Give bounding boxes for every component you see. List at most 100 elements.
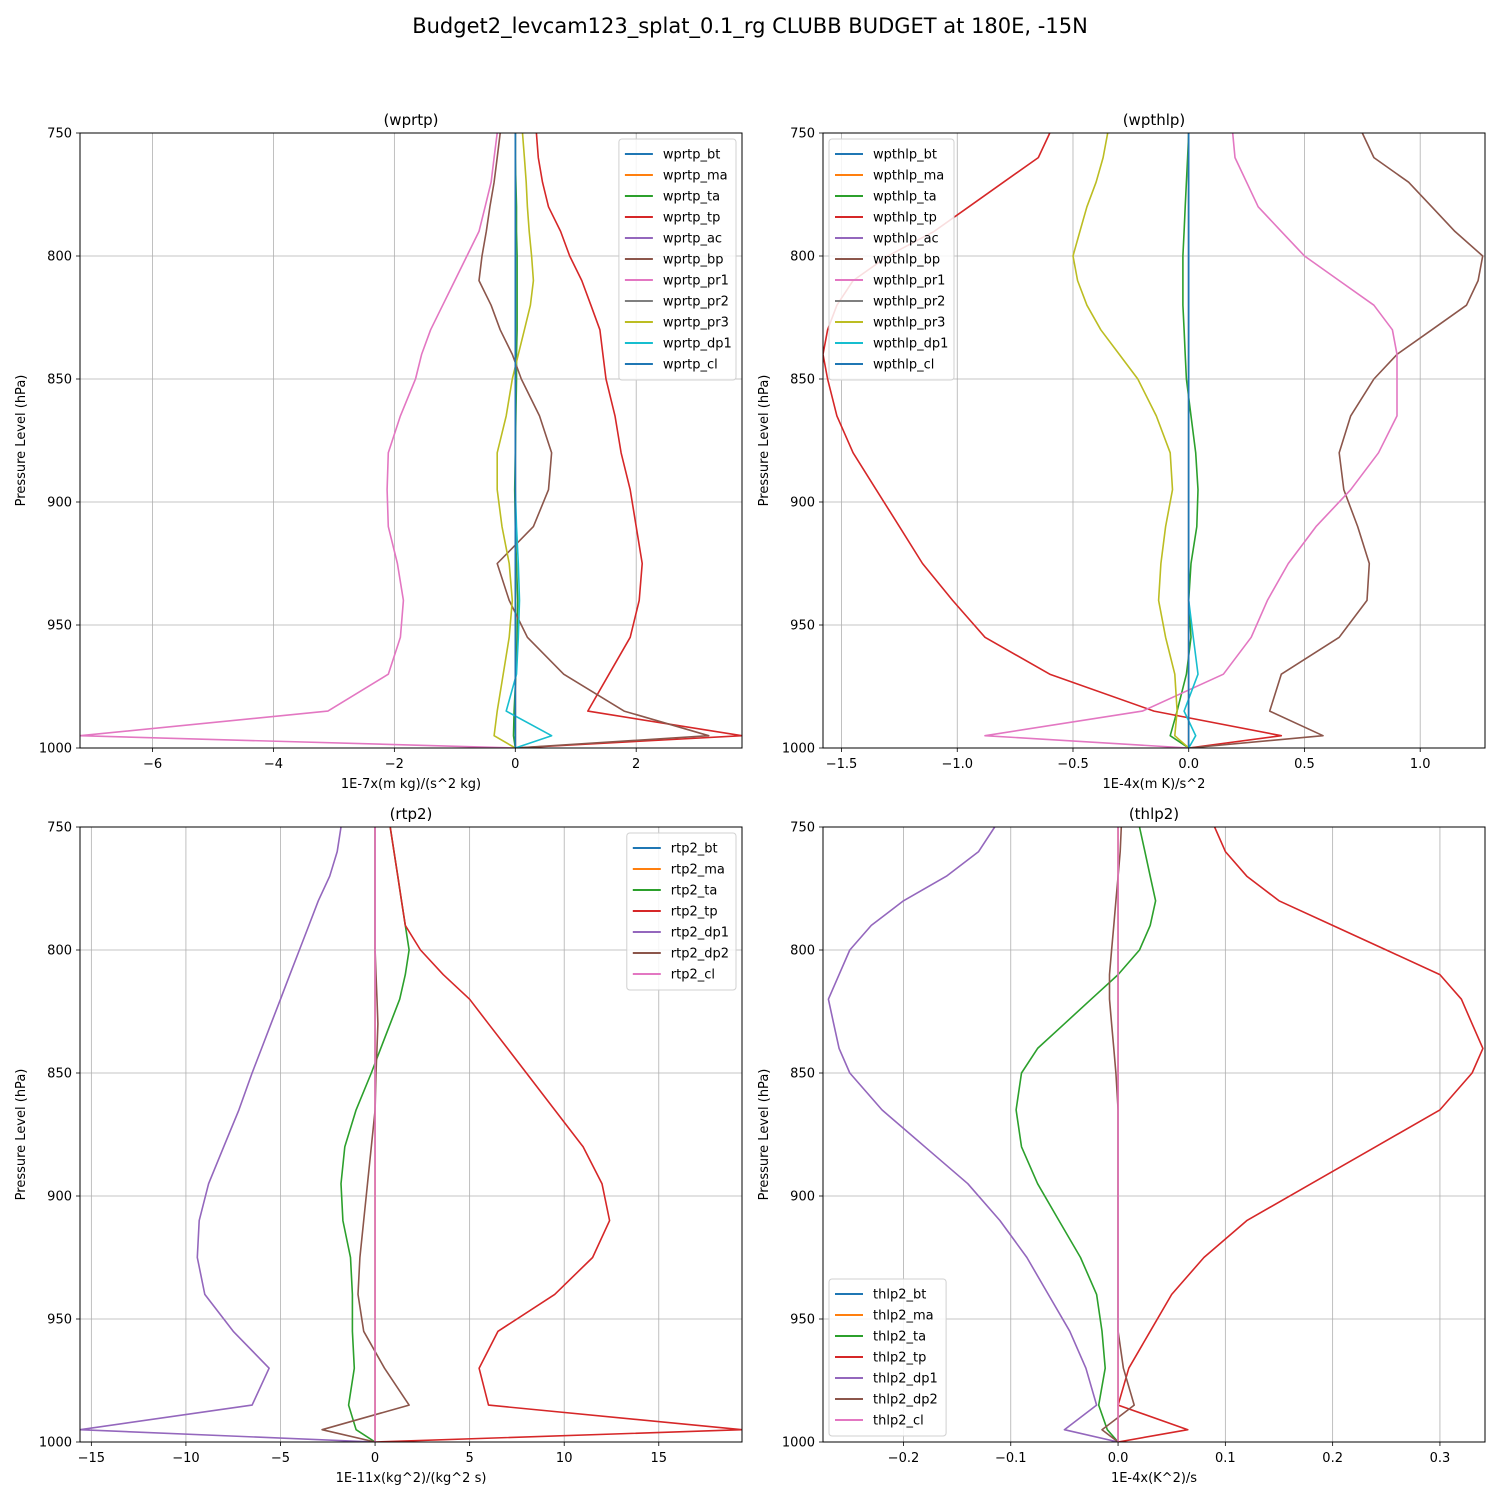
series-line-wpthlp_pr3 [1072, 133, 1190, 748]
series-line-wprtp_bp [478, 133, 710, 748]
x-tick-label: 15 [651, 1451, 668, 1466]
legend-label-wpthlp_cl: wpthlp_cl [873, 358, 934, 373]
x-tick-label: 0 [371, 1451, 379, 1466]
subplot-thlp2: −0.2 −0.1 0.0 0.1 0.2 0.3 750 800 850 900 950 1000 (… [757, 805, 1486, 1486]
y-tick-label: 950 [47, 1313, 72, 1328]
y-axis-label: Pressure Level (hPa) [757, 1069, 772, 1201]
y-axis-label: Pressure Level (hPa) [757, 375, 772, 507]
legend-box [828, 1278, 947, 1437]
legend-label-wpthlp_ma: wpthlp_ma [873, 169, 944, 184]
axes-frame [79, 132, 743, 749]
y-axis-label: Pressure Level (hPa) [14, 1069, 29, 1201]
axes-frame [79, 826, 743, 1443]
y-tick-label: 800 [790, 250, 815, 265]
y-tick-label: 800 [47, 250, 72, 265]
x-tick-label: 0.1 [1215, 1451, 1236, 1466]
legend-label-thlp2_dp2: thlp2_dp2 [873, 1393, 938, 1408]
y-tick-label: 750 [47, 127, 72, 142]
y-tick-label: 900 [47, 496, 72, 511]
y-tick-label: 800 [790, 944, 815, 959]
subplot-title: (rtp2) [390, 805, 433, 823]
series-line-thlp2_ta [1015, 827, 1157, 1442]
legend-label-wpthlp_ac: wpthlp_ac [873, 232, 939, 247]
x-tick-label: −1.0 [941, 757, 973, 772]
y-tick-label: 750 [790, 127, 815, 142]
series-line-wprtp_tp [515, 133, 742, 748]
y-tick-label: 750 [47, 821, 72, 836]
figure-title: Budget2_levcam123_splat_0.1_rg CLUBB BUD… [412, 14, 1088, 38]
legend-label-wprtp_ac: wprtp_ac [663, 232, 722, 247]
legend-label-rtp2_bt: rtp2_bt [671, 842, 718, 857]
legend-label-wprtp_pr2: wprtp_pr2 [663, 295, 729, 310]
legend-label-rtp2_cl: rtp2_cl [671, 968, 715, 983]
legend-label-rtp2_ta: rtp2_ta [671, 884, 718, 899]
legend-label-rtp2_dp2: rtp2_dp2 [671, 947, 729, 962]
x-tick-label: 0.0 [1108, 1451, 1129, 1466]
legend-label-wpthlp_pr2: wpthlp_pr2 [873, 295, 945, 310]
series-lines [823, 133, 1484, 748]
subplot-title: (thlp2) [1129, 805, 1179, 823]
legend-label-wprtp_ma: wprtp_ma [663, 169, 728, 184]
series-line-wpthlp_dp1 [1183, 133, 1199, 748]
y-tick-label: 800 [47, 944, 72, 959]
x-tick-label: 10 [556, 1451, 573, 1466]
series-line-thlp2_dp1 [827, 827, 1119, 1442]
y-tick-label: 900 [47, 1190, 72, 1205]
x-tick-label: 0.3 [1430, 1451, 1451, 1466]
legend: rtp2_bt rtp2_ma rtp2_ta rtp2_tp rtp2_dp1 rtp2… [626, 832, 737, 991]
x-tick-label: −2 [385, 757, 404, 772]
y-tick-label: 900 [790, 496, 815, 511]
legend-label-wprtp_ta: wprtp_ta [663, 190, 720, 205]
series-lines [827, 827, 1484, 1442]
x-tick-label: −15 [78, 1451, 105, 1466]
series-line-rtp2_dp1 [80, 827, 376, 1442]
x-tick-label: 2 [632, 757, 640, 772]
x-tick-label: −5 [271, 1451, 290, 1466]
legend-label-wpthlp_pr3: wpthlp_pr3 [873, 316, 945, 331]
legend-label-wpthlp_ta: wpthlp_ta [873, 190, 937, 205]
series-line-wprtp_pr3 [493, 133, 535, 748]
x-tick-label: −10 [172, 1451, 199, 1466]
x-tick-label: 5 [465, 1451, 473, 1466]
x-tick-label: 0.0 [1178, 757, 1199, 772]
legend-label-wprtp_dp1: wprtp_dp1 [663, 337, 732, 352]
x-tick-label: 0 [511, 757, 519, 772]
legend-label-wpthlp_tp: wpthlp_tp [873, 211, 937, 226]
series-line-thlp2_tp [1117, 827, 1484, 1442]
series-line-wpthlp_pr1 [984, 133, 1398, 748]
y-tick-label: 1000 [39, 1436, 72, 1451]
legend-label-wpthlp_bt: wpthlp_bt [873, 148, 937, 163]
legend-label-thlp2_ma: thlp2_ma [873, 1309, 934, 1324]
subplot-wpthlp: −1.5 −1.0 −0.5 0.0 0.5 1.0 750 800 850 900 950 1000… [757, 111, 1486, 792]
x-tick-label: 0.5 [1294, 757, 1315, 772]
y-tick-label: 850 [47, 373, 72, 388]
y-tick-label: 900 [790, 1190, 815, 1205]
subplot-title: (wpthlp) [1123, 111, 1186, 129]
series-line-wpthlp_ta [1169, 133, 1199, 748]
x-axis-label: 1E-4x(m K)/s^2 [1103, 777, 1206, 792]
legend: thlp2_bt thlp2_ma thlp2_ta thlp2_tp thlp2_dp… [828, 1278, 947, 1437]
legend-box [626, 832, 737, 991]
x-tick-label: −6 [143, 757, 162, 772]
x-tick-label: −4 [264, 757, 283, 772]
legend: wpthlp_bt wpthlp_ma wpthlp_ta wpthlp_tpwpth… [828, 138, 955, 381]
series-line-wprtp_pr1 [80, 133, 516, 748]
series-line-rtp2_tp [375, 827, 742, 1442]
legend-label-wprtp_pr3: wprtp_pr3 [663, 316, 729, 331]
legend-label-rtp2_tp: rtp2_tp [671, 905, 718, 920]
y-tick-label: 950 [47, 619, 72, 634]
series-lines [80, 827, 742, 1442]
series-line-wprtp_ta [512, 133, 519, 748]
legend-label-wprtp_bt: wprtp_bt [663, 148, 720, 163]
legend-label-wpthlp_pr1: wpthlp_pr1 [873, 274, 945, 289]
subplot-wprtp: −6 −4 −2 0 2 750 800 850 900 950 1000 (wprtp) 1E-7x(… [14, 111, 743, 792]
legend-label-thlp2_dp1: thlp2_dp1 [873, 1372, 938, 1387]
axes-frame [822, 132, 1486, 749]
y-tick-label: 850 [47, 1067, 72, 1082]
x-tick-label: 0.2 [1322, 1451, 1343, 1466]
series-lines [80, 133, 742, 748]
legend-label-wprtp_pr1: wprtp_pr1 [663, 274, 729, 289]
legend-label-wprtp_cl: wprtp_cl [663, 358, 718, 373]
legend-label-rtp2_dp1: rtp2_dp1 [671, 926, 729, 941]
legend: wprtp_bt wprtp_ma wprtp_ta wprtp_tp wprtp_ac… [618, 138, 737, 381]
